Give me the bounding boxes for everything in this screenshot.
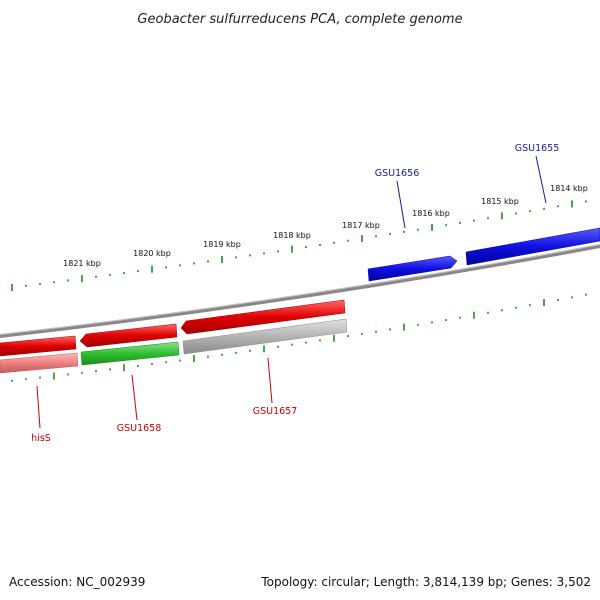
- kbp-label: 1814 kbp: [550, 184, 588, 193]
- gene-GSU1655[interactable]: [465, 227, 600, 266]
- kbp-label: 1821 kbp: [63, 259, 101, 268]
- gene-GSU1657[interactable]: [180, 299, 346, 335]
- kbp-label: 1817 kbp: [342, 221, 380, 230]
- feature-pink[interactable]: [0, 352, 79, 374]
- gene-label-hisS: hisS: [31, 433, 51, 444]
- leader-line-GSU1657: [267, 357, 273, 404]
- gene-label-GSU1656: GSU1656: [375, 168, 420, 179]
- kbp-labels: 1814 kbp 1815 kbp 1816 kbp 1817 kbp 1818…: [63, 184, 588, 268]
- reverse-strand-genes: [0, 299, 346, 357]
- genome-backbone-highlight: [0, 244, 600, 335]
- genome-summary-text: Topology: circular; Length: 3,814,139 bp…: [260, 575, 591, 589]
- accession-text: Accession: NC_002939: [9, 575, 145, 589]
- leader-line-GSU1658: [131, 374, 138, 421]
- gene-label-GSU1655: GSU1655: [515, 143, 560, 154]
- kbp-label: 1820 kbp: [133, 249, 171, 258]
- leader-line-GSU1655: [535, 155, 547, 204]
- leader-line-GSU1656: [396, 180, 406, 229]
- feature-gray[interactable]: [182, 318, 348, 355]
- gene-GSU1658[interactable]: [79, 323, 178, 348]
- kbp-label: 1815 kbp: [481, 197, 519, 206]
- genome-backbone: [0, 244, 600, 338]
- gene-label-GSU1657: GSU1657: [253, 406, 298, 417]
- map-title: Geobacter sulfurreducens PCA, complete g…: [137, 12, 462, 27]
- kbp-tick-row-upper: [11, 200, 587, 291]
- kbp-tick-row-lower: [11, 293, 587, 382]
- feature-green[interactable]: [80, 341, 180, 366]
- gene-hisS[interactable]: [0, 335, 77, 357]
- gene-label-GSU1658: GSU1658: [117, 423, 162, 434]
- kbp-label: 1816 kbp: [412, 209, 450, 218]
- kbp-label: 1819 kbp: [203, 240, 241, 249]
- gene-GSU1656[interactable]: [367, 255, 458, 282]
- forward-strand-genes: [367, 227, 600, 282]
- kbp-label: 1818 kbp: [273, 231, 311, 240]
- leader-line-hisS: [36, 385, 41, 429]
- feature-track-inner: [0, 318, 348, 374]
- gene-labels: GSU1655 GSU1656 GSU1657 GSU1658 hisS: [31, 143, 559, 444]
